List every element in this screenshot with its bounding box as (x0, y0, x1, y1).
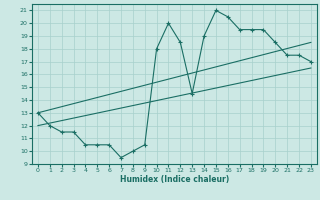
X-axis label: Humidex (Indice chaleur): Humidex (Indice chaleur) (120, 175, 229, 184)
